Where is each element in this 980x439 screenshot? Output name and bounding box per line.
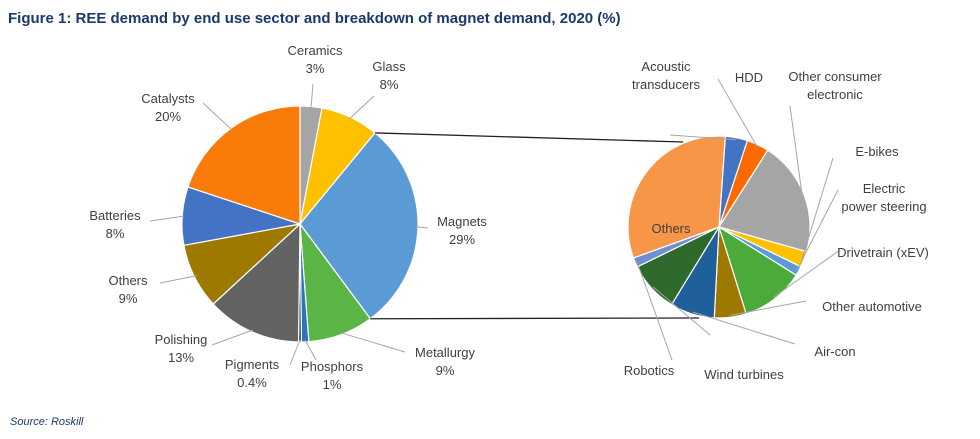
pie-1-leader-ceramics <box>310 83 314 109</box>
pie-2-label-others: Others <box>651 221 691 236</box>
pie-2-leader-air-con <box>692 311 796 345</box>
pie-1-label-batteries-value: 8% <box>106 226 125 241</box>
pie-1-leader-glass <box>348 95 375 120</box>
pie-1-label-magnets-value: 29% <box>449 232 475 247</box>
slice-labels: Ceramics 3% Glass 8% Magnets 29% Metallurgy 9% P… <box>89 43 929 392</box>
pie-2-leader-other-consumer-electronic <box>789 105 803 196</box>
pie-1-leader-catalysts <box>202 102 233 131</box>
pie-1-leader-polishing <box>211 329 253 346</box>
pie-2-label-robotics-name: Robotics <box>624 363 675 378</box>
pie-2-label-air-con-name: Air-con <box>814 344 855 359</box>
connector-line-top <box>374 132 684 143</box>
pie-2-label-acoustic-transducers-name: Acoustic <box>641 59 691 74</box>
pie-2-slice-other-consumer-electronic <box>718 149 811 253</box>
pie-2-leader-robotics <box>636 261 673 361</box>
pie-2-label-other-automotive-name: Other automotive <box>822 299 922 314</box>
pie-2-label-electric-power-steering-name: Electric <box>863 181 906 196</box>
pie-2-label-drivetrain-xev-name: Drivetrain (xEV) <box>837 245 929 260</box>
pie-1-label-phosphors-name: Phosphors <box>301 359 364 374</box>
pie-1-label-ceramics-value: 3% <box>306 61 325 76</box>
pie-2-label-wind-turbines-name: Wind turbines <box>704 367 784 382</box>
pie-1-label-polishing-value: 13% <box>168 350 194 365</box>
figure-source: Source: Roskill <box>10 416 84 428</box>
pie-2-leader-electric-power-steering <box>796 189 839 271</box>
pie-2-label-other-consumer-electronic-name: Other consumer <box>788 69 882 84</box>
pie-2-leader-acoustic-transducers <box>669 134 737 141</box>
connector-line-bottom <box>370 317 700 320</box>
pie-1-label-catalysts-name: Catalysts <box>141 91 195 106</box>
pie-1-slice-polishing <box>212 222 301 343</box>
pie-1-slices <box>181 105 419 343</box>
pie-1-label-glass-name: Glass <box>372 59 406 74</box>
pie-1-label-glass-value: 8% <box>380 77 399 92</box>
pie-1-label-ceramics-name: Ceramics <box>288 43 343 58</box>
pie-1-leader-metallurgy <box>340 332 406 353</box>
pie-1-label-others-value: 9% <box>119 291 138 306</box>
pie-1-label-metallurgy-name: Metallurgy <box>415 345 475 360</box>
pie-2-leader-e-bikes <box>801 157 834 259</box>
pie-1-label-pigments-name: Pigments <box>225 357 280 372</box>
pie-2-label-hdd-name: HDD <box>735 70 763 85</box>
pie-1-label-metallurgy-value: 9% <box>436 363 455 378</box>
pie-1-leader-pigments <box>289 339 301 366</box>
pie-1-label-batteries-name: Batteries <box>89 208 141 223</box>
pie-1-leader-others <box>159 275 197 284</box>
pie-2-label-electric-power-steering-name-2: power steering <box>841 199 926 214</box>
figure-title: Figure 1: REE demand by end use sector a… <box>8 10 621 27</box>
pie-2-label-acoustic-transducers-name-2: transducers <box>632 77 700 92</box>
pie-2-slice-drivetrain-xev <box>717 225 798 315</box>
pie-1-label-others-name: Others <box>108 273 148 288</box>
pie-1-label-polishing-name: Polishing <box>155 332 208 347</box>
pie-1-label-phosphors-value: 1% <box>323 377 342 392</box>
pie-2-label-other-consumer-electronic-name-2: electronic <box>807 87 863 102</box>
pie-1-label-pigments-value: 0.4% <box>237 375 267 390</box>
pie-2-slices <box>627 135 811 319</box>
pie-2-leader-drivetrain-xev <box>773 249 841 298</box>
pie-1-label-magnets-name: Magnets <box>437 214 487 229</box>
magnet-breakdown-connectors <box>370 132 700 320</box>
pie-1-leader-magnets <box>415 226 429 229</box>
pie-2-leader-wind-turbines <box>652 286 711 336</box>
pie-1-leader-phosphors <box>304 339 317 361</box>
pie-2-leader-other-automotive <box>730 300 807 316</box>
pie-1-leader-batteries <box>149 215 185 222</box>
leader-lines <box>149 78 841 366</box>
pie-2-label-e-bikes-name: E-bikes <box>855 144 899 159</box>
pie-2-leader-hdd <box>717 78 758 147</box>
pie-1-label-catalysts-value: 20% <box>155 109 181 124</box>
